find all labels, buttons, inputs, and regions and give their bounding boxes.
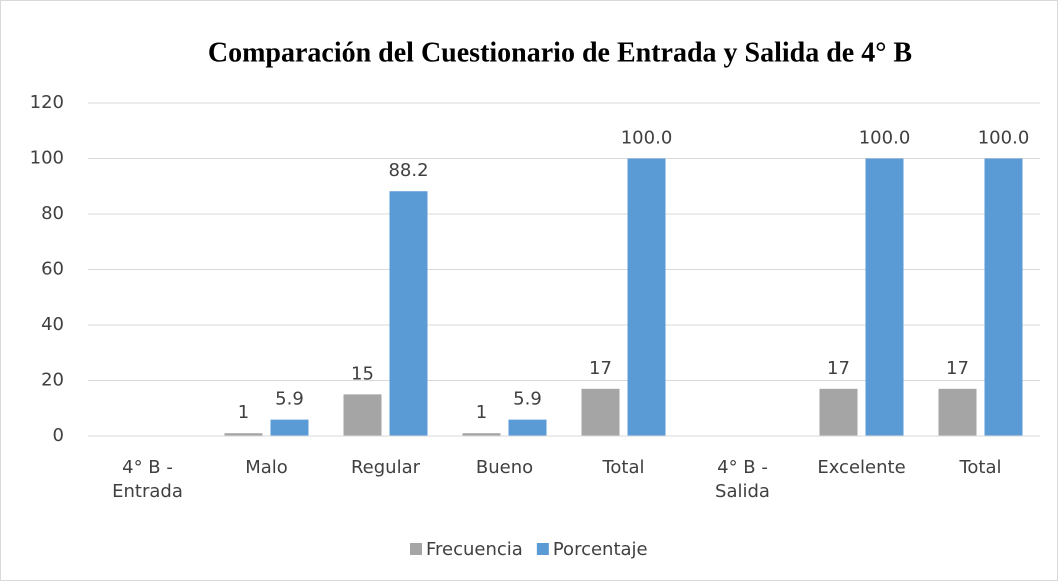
bar [224,433,263,436]
bar [865,158,904,436]
x-tick-label: Total [602,457,645,478]
data-label: 17 [946,358,969,379]
y-tick-label: 60 [41,259,64,280]
bar [389,191,428,436]
x-tick-label: Total [959,457,1002,478]
bar [508,419,547,436]
y-tick-label: 40 [41,314,64,335]
y-tick-label: 80 [41,203,64,224]
legend-swatch [536,543,549,555]
bar [984,158,1023,436]
data-label: 15 [351,363,374,384]
chart-title: Comparación del Cuestionario de Entrada … [208,37,912,68]
data-label: 1 [238,402,249,423]
data-label: 1 [476,402,487,423]
data-label: 17 [589,358,612,379]
bar [938,388,977,436]
bar [462,433,501,436]
data-label: 17 [827,358,850,379]
bar [627,158,666,436]
x-tick-label: Malo [245,457,288,478]
legend-label: Frecuencia [426,539,523,560]
x-tick-label: 4° B - Salida [715,457,770,502]
y-tick-label: 120 [30,92,64,113]
bar [343,394,382,436]
data-label: 5.9 [513,389,542,410]
data-label: 100.0 [978,128,1030,149]
bar [270,419,309,436]
legend-swatch [410,543,422,555]
data-label: 88.2 [388,160,428,181]
data-label: 100.0 [621,128,673,149]
bar [581,388,620,436]
y-tick-label: 0 [53,425,64,446]
bar [819,388,858,436]
x-tick-label: Excelente [817,457,906,478]
y-tick-label: 100 [30,148,64,169]
y-tick-label: 20 [41,370,64,391]
x-tick-label: Bueno [475,457,534,478]
x-tick-label: Regular [350,457,421,478]
data-label: 5.9 [275,389,304,410]
x-tick-label: 4° B - Entrada [112,457,183,502]
legend-label: Porcentaje [553,539,648,560]
data-label: 100.0 [859,128,911,149]
